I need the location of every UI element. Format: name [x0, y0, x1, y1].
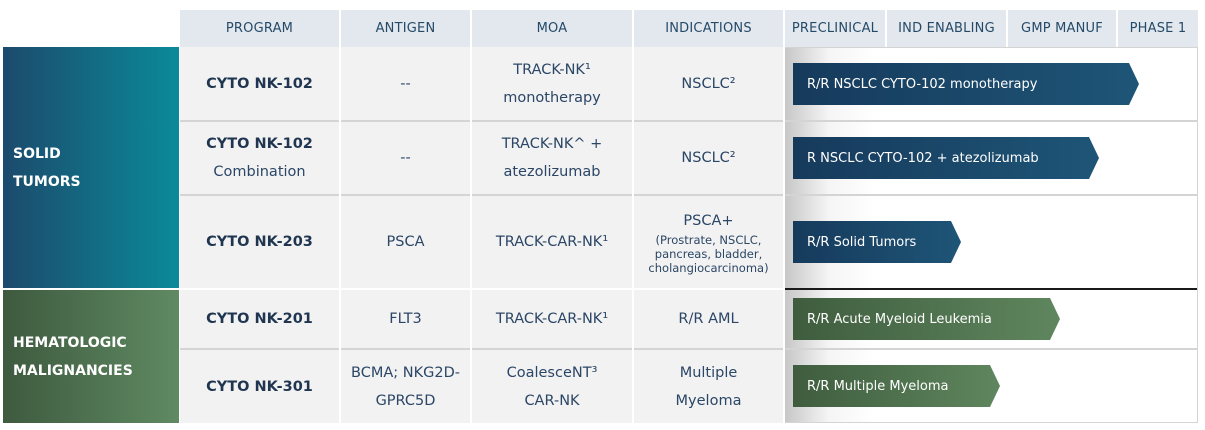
indication-value: PSCA+ — [683, 213, 734, 229]
program-name: CYTO NK-102 — [206, 136, 313, 152]
column-separator — [885, 10, 887, 47]
progress-bar-row-4: R/R Acute Myeloid Leukemia — [793, 298, 1060, 340]
table-row-1-antigen: -- — [341, 47, 470, 120]
header-moa: MOA — [472, 10, 632, 47]
row-bg-4 — [180, 290, 783, 348]
antigen-line2: GPRC5D — [375, 392, 436, 409]
indication-line2: Myeloma — [675, 392, 742, 409]
table-row-2-moa: TRACK-NK^ + atezolizumab — [472, 122, 632, 194]
antigen-value: -- — [400, 75, 411, 92]
header-ind-enabling-label: IND ENABLING — [898, 21, 995, 36]
progress-bar-label: R/R NSCLC CYTO-102 monotherapy — [807, 76, 1038, 92]
header-indications-label: INDICATIONS — [665, 21, 752, 36]
header-gmp-manuf-label: GMP MANUF — [1021, 21, 1103, 36]
table-row-4-antigen: FLT3 — [341, 290, 470, 348]
indication-value: NSCLC² — [681, 150, 736, 166]
indication-value: NSCLC² — [681, 75, 736, 92]
table-row-3-program: CYTO NK-203 — [180, 196, 339, 288]
column-separator — [632, 10, 634, 423]
antigen-value: -- — [400, 150, 411, 166]
moa-line2: atezolizumab — [503, 164, 601, 180]
row-separator — [180, 120, 1198, 122]
table-row-1-moa: TRACK-NK¹ monotherapy — [472, 47, 632, 120]
antigen-line1: BCMA; NKG2D- — [351, 364, 460, 381]
progress-bar-label: R/R Acute Myeloid Leukemia — [807, 311, 992, 327]
header-gmp-manuf: GMP MANUF — [1008, 10, 1116, 47]
moa-line1: TRACK-NK¹ — [513, 61, 591, 78]
row-separator — [180, 348, 1198, 350]
table-row-5-moa: CoalesceNT³ CAR-NK — [472, 350, 632, 423]
progress-bar-label: R NSCLC CYTO-102 + atezolizumab — [807, 150, 1039, 166]
antigen-value: PSCA — [386, 234, 425, 250]
moa-line1: TRACK-NK^ + — [501, 136, 603, 152]
moa-line1: TRACK-CAR-NK¹ — [495, 234, 609, 250]
progress-bar-label: R/R Solid Tumors — [807, 234, 917, 250]
table-row-2-program: CYTO NK-102 Combination — [180, 122, 339, 194]
table-row-3-moa: TRACK-CAR-NK¹ — [472, 196, 632, 288]
progress-bar-row-1: R/R NSCLC CYTO-102 monotherapy — [793, 63, 1139, 105]
header-preclinical-label: PRECLINICAL — [791, 21, 879, 36]
table-row-1-program: CYTO NK-102 — [180, 47, 339, 120]
table-row-4-indication: R/R AML — [634, 290, 783, 348]
program-name: CYTO NK-201 — [206, 311, 313, 327]
header-moa-label: MOA — [536, 21, 568, 36]
column-separator — [1116, 10, 1118, 47]
header-phase1: PHASE 1 — [1118, 10, 1198, 47]
program-name: CYTO NK-203 — [206, 234, 313, 250]
progress-bar-row-2: R NSCLC CYTO-102 + atezolizumab — [793, 137, 1099, 179]
antigen-value: FLT3 — [389, 311, 422, 327]
chart-frame — [784, 47, 1198, 423]
indication-line1: Multiple — [679, 364, 738, 381]
row-bg-3 — [180, 196, 783, 288]
group-heme-line1: HEMATOLOGIC — [13, 334, 127, 351]
moa-line2: monotherapy — [503, 89, 601, 106]
table-row-2-antigen: -- — [341, 122, 470, 194]
table-row-5-indication: Multiple Myeloma — [634, 350, 783, 423]
column-separator — [783, 10, 785, 423]
header-indications: INDICATIONS — [634, 10, 783, 47]
table-row-2-indication: NSCLC² — [634, 122, 783, 194]
indication-value: R/R AML — [678, 311, 739, 327]
table-row-1-indication: NSCLC² — [634, 47, 783, 120]
program-subtitle: Combination — [213, 164, 306, 180]
header-program: PROGRAM — [180, 10, 339, 47]
moa-line2: CAR-NK — [524, 392, 580, 409]
table-row-4-program: CYTO NK-201 — [180, 290, 339, 348]
table-row-5-antigen: BCMA; NKG2D- GPRC5D — [341, 350, 470, 423]
group-solid-line1: SOLID — [13, 145, 61, 162]
header-phase1-label: PHASE 1 — [1129, 21, 1187, 36]
column-separator — [339, 10, 341, 423]
group-solid-line2: TUMORS — [13, 173, 81, 190]
row-separator — [180, 194, 1198, 196]
table-row-4-moa: TRACK-CAR-NK¹ — [472, 290, 632, 348]
table-row-3-antigen: PSCA — [341, 196, 470, 288]
row-bg-1 — [180, 47, 783, 120]
moa-line1: CoalesceNT³ — [506, 364, 598, 381]
indication-detail: (Prostrate, NSCLC, pancreas, bladder, ch… — [648, 233, 769, 275]
progress-bar-row-5: R/R Multiple Myeloma — [793, 365, 1000, 407]
column-separator — [470, 10, 472, 423]
row-bg-5 — [180, 350, 783, 423]
group-solid-tumors: SOLID TUMORS — [3, 47, 179, 288]
progress-bar-label: R/R Multiple Myeloma — [807, 378, 949, 394]
header-antigen: ANTIGEN — [341, 10, 470, 47]
group-hematologic-malignancies: HEMATOLOGIC MALIGNANCIES — [3, 290, 179, 423]
header-program-label: PROGRAM — [225, 21, 294, 36]
row-bg-2 — [180, 122, 783, 194]
table-row-3-indication: PSCA+ (Prostrate, NSCLC, pancreas, bladd… — [634, 196, 783, 288]
group-heme-line2: MALIGNANCIES — [13, 362, 133, 379]
progress-bar-row-3: R/R Solid Tumors — [793, 221, 961, 263]
table-row-5-program: CYTO NK-301 — [180, 350, 339, 423]
group-divider — [784, 288, 1197, 290]
program-name: CYTO NK-301 — [206, 378, 313, 395]
column-separator — [1006, 10, 1008, 47]
header-antigen-label: ANTIGEN — [375, 21, 436, 36]
header-preclinical: PRECLINICAL — [785, 10, 885, 47]
program-name: CYTO NK-102 — [206, 75, 313, 92]
moa-line1: TRACK-CAR-NK¹ — [495, 311, 609, 327]
header-ind-enabling: IND ENABLING — [887, 10, 1006, 47]
